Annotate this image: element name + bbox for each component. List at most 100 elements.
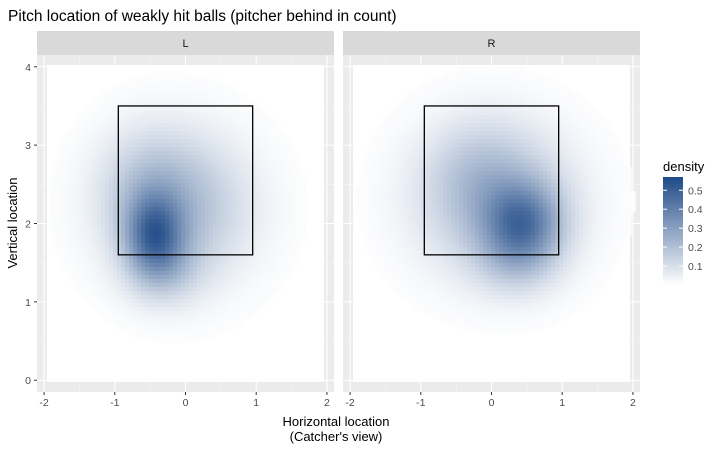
- density-cell: [229, 99, 234, 104]
- density-cell: [125, 303, 130, 308]
- density-cell: [371, 143, 376, 148]
- density-cell: [559, 135, 564, 140]
- density-cell: [193, 123, 198, 128]
- density-cell: [455, 115, 460, 120]
- density-cell: [129, 279, 134, 284]
- density-cell: [583, 163, 588, 168]
- density-cell: [137, 143, 142, 148]
- density-cell: [185, 147, 190, 152]
- density-cell: [125, 267, 130, 272]
- density-cell: [285, 215, 290, 220]
- density-cell: [269, 183, 274, 188]
- density-cell: [419, 171, 424, 176]
- density-cell: [487, 151, 492, 156]
- density-cell: [423, 99, 428, 104]
- density-cell: [451, 147, 456, 152]
- density-cell: [555, 159, 560, 164]
- density-cell: [189, 99, 194, 104]
- density-cell: [165, 203, 170, 208]
- density-cell: [145, 247, 150, 252]
- density-cell: [527, 167, 532, 172]
- density-cell: [245, 167, 250, 172]
- density-cell: [141, 175, 146, 180]
- density-cell: [133, 79, 138, 84]
- density-cell: [149, 339, 154, 344]
- density-cell: [113, 119, 118, 124]
- density-cell: [173, 111, 178, 116]
- density-cell: [89, 135, 94, 140]
- density-cell: [225, 227, 230, 232]
- density-cell: [599, 171, 604, 176]
- density-cell: [245, 275, 250, 280]
- density-cell: [527, 163, 532, 168]
- density-cell: [511, 111, 516, 116]
- density-cell: [69, 191, 74, 196]
- density-cell: [285, 271, 290, 276]
- density-cell: [595, 151, 600, 156]
- density-cell: [209, 139, 214, 144]
- density-cell: [113, 187, 118, 192]
- density-cell: [217, 107, 222, 112]
- density-cell: [145, 139, 150, 144]
- density-cell: [555, 87, 560, 92]
- density-cell: [217, 171, 222, 176]
- density-cell: [233, 267, 238, 272]
- density-cell: [97, 131, 102, 136]
- density-cell: [213, 79, 218, 84]
- density-cell: [253, 107, 258, 112]
- density-cell: [49, 211, 54, 216]
- density-cell: [209, 255, 214, 260]
- density-cell: [93, 271, 98, 276]
- density-cell: [157, 243, 162, 248]
- density-cell: [77, 131, 82, 136]
- density-cell: [153, 127, 158, 132]
- density-cell: [89, 159, 94, 164]
- density-cell: [435, 163, 440, 168]
- density-cell: [229, 131, 234, 136]
- density-cell: [273, 271, 278, 276]
- density-cell: [201, 227, 206, 232]
- density-cell: [229, 263, 234, 268]
- density-cell: [205, 299, 210, 304]
- density-cell: [297, 247, 302, 252]
- density-cell: [121, 87, 126, 92]
- density-cell: [89, 219, 94, 224]
- density-cell: [571, 175, 576, 180]
- density-cell: [153, 287, 158, 292]
- density-cell: [193, 275, 198, 280]
- density-cell: [141, 155, 146, 160]
- density-cell: [161, 307, 166, 312]
- density-cell: [89, 247, 94, 252]
- density-cell: [161, 299, 166, 304]
- density-cell: [145, 151, 150, 156]
- density-cell: [173, 151, 178, 156]
- density-cell: [221, 251, 226, 256]
- density-cell: [241, 215, 246, 220]
- density-cell: [125, 315, 130, 320]
- density-cell: [567, 155, 572, 160]
- density-cell: [249, 315, 254, 320]
- density-cell: [471, 119, 476, 124]
- density-cell: [137, 135, 142, 140]
- density-cell: [221, 99, 226, 104]
- density-cell: [551, 123, 556, 128]
- density-cell: [439, 135, 444, 140]
- density-cell: [249, 291, 254, 296]
- density-cell: [193, 207, 198, 212]
- density-cell: [519, 155, 524, 160]
- density-cell: [571, 147, 576, 152]
- density-cell: [451, 171, 456, 176]
- density-cell: [133, 211, 138, 216]
- density-cell: [249, 163, 254, 168]
- density-cell: [189, 179, 194, 184]
- density-cell: [515, 67, 520, 72]
- density-cell: [201, 295, 206, 300]
- density-cell: [285, 219, 290, 224]
- density-cell: [363, 159, 368, 164]
- density-cell: [451, 71, 456, 76]
- density-cell: [73, 215, 78, 220]
- density-cell: [121, 251, 126, 256]
- density-cell: [89, 239, 94, 244]
- density-cell: [213, 215, 218, 220]
- density-cell: [217, 79, 222, 84]
